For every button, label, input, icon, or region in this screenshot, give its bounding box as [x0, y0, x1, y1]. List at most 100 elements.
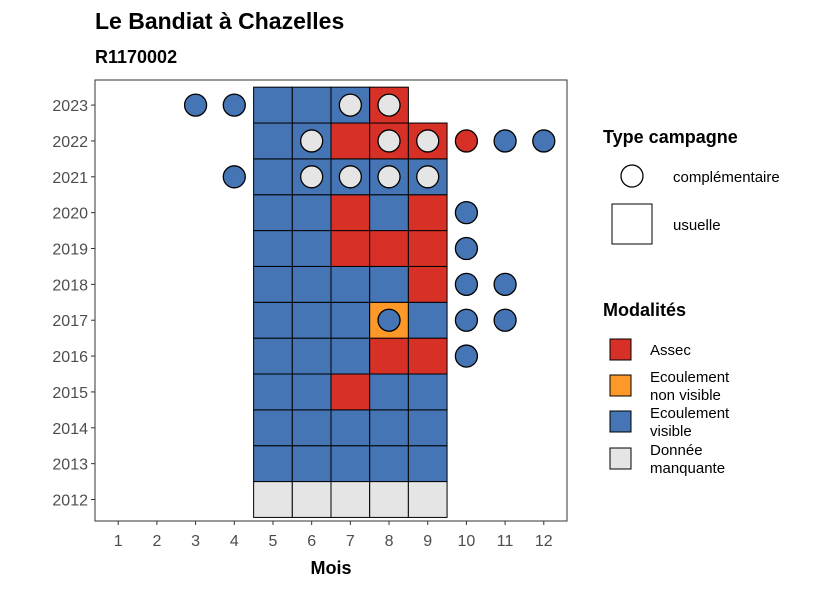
chart-title: Le Bandiat à Chazelles — [95, 8, 344, 34]
legend-fill-label-donnee_manquante: Donnée — [650, 442, 703, 459]
tile-2015-7 — [330, 373, 371, 411]
legend-fill-label-ecoulement_visible: Ecoulement — [650, 405, 730, 422]
tile-2019-6 — [291, 230, 332, 267]
tile-2018-5 — [253, 265, 293, 303]
y-tick-label-2013: 2013 — [52, 457, 88, 474]
tile-2019-8 — [369, 230, 409, 267]
y-tick-label-2021: 2021 — [52, 170, 88, 187]
tile-2021-5 — [253, 158, 293, 196]
x-tick-label-8: 8 — [385, 533, 394, 550]
y-tick-label-2017: 2017 — [52, 313, 88, 330]
point-2021-6 — [300, 165, 324, 189]
point-2017-8 — [377, 308, 401, 332]
tile-2018-8 — [369, 265, 409, 303]
point-2018-11 — [493, 272, 517, 297]
x-tick-label-11: 11 — [497, 533, 514, 550]
legend-fill-label-assec: Assec — [650, 342, 691, 359]
tile-2013-8 — [369, 445, 409, 483]
point-2020-10 — [454, 201, 479, 225]
x-tick-label-12: 12 — [535, 533, 553, 550]
tile-2019-5 — [253, 230, 293, 267]
tile-2014-6 — [291, 409, 332, 447]
point-2021-8 — [377, 165, 401, 189]
point-2022-8 — [377, 129, 401, 153]
x-tick-label-10: 10 — [458, 533, 476, 550]
tile-2022-5 — [253, 122, 293, 160]
x-tick-label-1: 1 — [114, 533, 123, 550]
tile-2023-6 — [291, 86, 332, 124]
point-2022-6 — [300, 129, 324, 153]
tile-2018-9 — [407, 265, 448, 303]
tile-2017-9 — [407, 301, 448, 339]
x-axis-title: Mois — [310, 558, 351, 578]
point-2022-11 — [493, 129, 517, 153]
y-tick-label-2016: 2016 — [52, 349, 88, 366]
tile-2020-7 — [330, 194, 371, 232]
y-tick-label-2020: 2020 — [52, 206, 88, 223]
x-tick-label-3: 3 — [191, 533, 200, 550]
point-2018-10 — [454, 272, 479, 297]
x-tick-label-5: 5 — [269, 533, 278, 550]
point-2023-8 — [377, 93, 401, 117]
y-tick-label-2014: 2014 — [52, 421, 88, 438]
legend: Type campagne complémentaire usuelle Modali… — [603, 127, 780, 477]
tile-2017-7 — [330, 301, 371, 339]
legend-fill-swatch-donnee_manquante — [609, 447, 632, 470]
tile-2013-7 — [330, 445, 371, 483]
x-tick-label-6: 6 — [307, 533, 316, 550]
tile-2014-9 — [407, 409, 448, 447]
tile-2012-5 — [253, 481, 293, 518]
point-2021-9 — [416, 165, 440, 189]
legend-fill-label-ecoulement_non_visible: non visible — [650, 387, 721, 404]
point-2021-7 — [338, 165, 362, 189]
tile-2018-6 — [291, 265, 332, 303]
tile-2012-7 — [330, 481, 371, 518]
y-tick-label-2015: 2015 — [52, 385, 88, 402]
tile-2015-8 — [369, 373, 409, 411]
tile-2016-5 — [253, 337, 293, 375]
legend-fill-title: Modalités — [603, 300, 686, 320]
legend-shape-usuelle — [611, 203, 653, 245]
tile-2023-5 — [253, 86, 293, 124]
tile-2017-6 — [291, 301, 332, 339]
chart-subtitle: R1170002 — [95, 47, 177, 67]
legend-fill-label-donnee_manquante: manquante — [650, 460, 725, 477]
x-tick-label-9: 9 — [423, 533, 432, 550]
tile-2020-6 — [291, 194, 332, 232]
tile-2012-6 — [291, 481, 332, 518]
point-2016-10 — [454, 344, 479, 368]
point-2017-11 — [493, 308, 517, 332]
y-tick-label-2023: 2023 — [52, 98, 88, 115]
point-2022-9 — [416, 129, 440, 153]
y-tick-label-2019: 2019 — [52, 242, 88, 259]
tile-2017-5 — [253, 301, 293, 339]
tile-2016-6 — [291, 337, 332, 375]
tile-2015-6 — [291, 373, 332, 411]
point-2017-10 — [454, 308, 479, 332]
point-2022-10 — [454, 129, 479, 153]
tile-2022-8 — [369, 122, 409, 160]
tile-2016-7 — [330, 337, 371, 375]
point-2023-4 — [222, 93, 246, 117]
tile-2018-7 — [330, 265, 371, 303]
legend-shape-label-usuelle: usuelle — [673, 217, 721, 234]
tile-2012-8 — [369, 481, 409, 518]
tile-2016-8 — [369, 337, 409, 375]
x-tick-label-4: 4 — [230, 533, 239, 550]
legend-fill-label-ecoulement_visible: visible — [650, 423, 692, 440]
tile-2022-7 — [330, 122, 371, 160]
tile-2020-9 — [407, 194, 448, 232]
legend-fill-swatch-ecoulement_non_visible — [609, 374, 632, 397]
point-2022-12 — [532, 129, 556, 153]
y-tick-label-2022: 2022 — [52, 134, 88, 151]
legend-fill-label-ecoulement_non_visible: Ecoulement — [650, 369, 730, 386]
tile-2015-5 — [253, 373, 293, 411]
tile-2019-7 — [330, 230, 371, 267]
tile-2014-7 — [330, 409, 371, 447]
point-2021-4 — [222, 165, 246, 189]
tile-2014-8 — [369, 409, 409, 447]
legend-fill-swatch-assec — [609, 338, 632, 361]
point-2019-10 — [454, 236, 479, 261]
legend-shape-label-complementaire: complémentaire — [673, 169, 780, 186]
tile-2020-8 — [369, 194, 409, 232]
